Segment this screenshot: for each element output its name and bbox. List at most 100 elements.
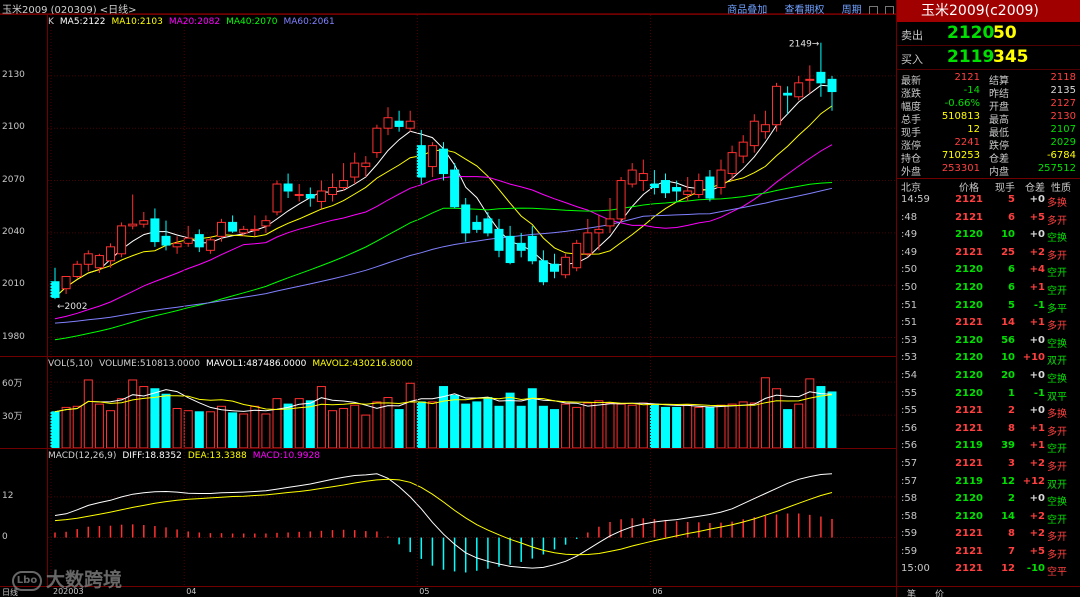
time-axis-label: 05 bbox=[419, 587, 430, 596]
candle-body bbox=[106, 246, 115, 262]
macd-tick-label: 0 bbox=[2, 531, 8, 542]
volume-bar bbox=[106, 410, 115, 449]
ma-legend-item: MA5:2122 bbox=[59, 17, 106, 27]
period-link[interactable]: 周期 bbox=[841, 5, 862, 16]
tick-nature: 双开 bbox=[1047, 356, 1067, 368]
tick-time: :57 bbox=[901, 457, 918, 469]
tick-list[interactable]: 14:59 2121 5 +0 多换:48 2121 6 +5 多开:49 2120 10 +0 空换:… bbox=[897, 192, 1080, 579]
tick-oi-change: +2 bbox=[1029, 246, 1045, 258]
tick-time: 14:59 bbox=[901, 194, 930, 205]
volume-bar bbox=[339, 408, 349, 449]
candlestick-chart[interactable]: 2149→ ←2002 bbox=[0, 15, 896, 357]
volume-bar bbox=[561, 403, 571, 449]
tick-row[interactable]: :56 2121 8 +1 多开 bbox=[897, 421, 1080, 439]
tick-volume: 12 bbox=[1001, 563, 1015, 575]
overlay-commodity-link[interactable]: 商品叠加 bbox=[727, 5, 768, 16]
candle-body bbox=[472, 221, 482, 230]
tick-row[interactable]: :50 2120 6 +4 空开 bbox=[897, 262, 1080, 280]
tick-row[interactable]: 14:59 2121 5 +0 多换 bbox=[897, 192, 1080, 210]
vol-legend-item: VOL(5,10) bbox=[48, 359, 94, 369]
candle-body bbox=[461, 204, 471, 234]
tick-volume: 10 bbox=[1001, 229, 1015, 241]
tick-row[interactable]: :51 2120 5 -1 多平 bbox=[897, 298, 1080, 316]
col-price: 价格 bbox=[959, 183, 979, 194]
tick-nature: 空换 bbox=[1047, 373, 1067, 385]
tick-row[interactable]: :49 2121 25 +2 多开 bbox=[897, 245, 1080, 263]
tick-row[interactable]: :59 2121 7 +5 多开 bbox=[897, 544, 1080, 562]
tick-nature: 空开 bbox=[1047, 444, 1067, 456]
volume-bar bbox=[527, 388, 537, 449]
candle-body bbox=[228, 221, 238, 232]
tick-row[interactable]: :50 2120 6 +1 空开 bbox=[897, 280, 1080, 298]
tick-row[interactable]: :58 2120 2 +0 空换 bbox=[897, 491, 1080, 509]
tick-row[interactable]: :55 2121 2 +0 多换 bbox=[897, 403, 1080, 421]
tick-volume: 1 bbox=[1008, 387, 1015, 399]
tick-nature: 多开 bbox=[1047, 426, 1067, 438]
tick-table-header: 北京 价格 现手 仓差 性质 bbox=[897, 179, 1080, 194]
ma-legend-item: MA10:2103 bbox=[111, 17, 163, 27]
tick-row[interactable]: :57 2121 3 +2 多开 bbox=[897, 456, 1080, 474]
tick-row[interactable]: :53 2120 56 +0 空换 bbox=[897, 333, 1080, 351]
candle-body bbox=[716, 169, 726, 189]
tick-time: :59 bbox=[901, 528, 918, 540]
tab-prices[interactable]: 价 bbox=[935, 590, 945, 597]
volume-bar bbox=[294, 398, 304, 449]
volume-pane[interactable]: VOL(5,10) VOLUME:510813.0000 MAVOL1:487486… bbox=[0, 356, 896, 449]
tick-price: 2120 bbox=[955, 352, 983, 364]
volume-bar bbox=[805, 378, 815, 449]
volume-bar bbox=[494, 405, 504, 449]
volume-bar bbox=[627, 404, 637, 449]
tick-row[interactable]: :59 2121 8 +2 多开 bbox=[897, 526, 1080, 544]
volume-bar bbox=[228, 412, 238, 449]
tick-oi-change: +0 bbox=[1029, 194, 1045, 205]
quote-value: 2135 bbox=[1050, 85, 1076, 96]
view-options-link[interactable]: 查看期权 bbox=[784, 5, 825, 16]
tick-row[interactable]: :49 2120 10 +0 空换 bbox=[897, 227, 1080, 245]
ma-legend-item: MA40:2070 bbox=[226, 17, 278, 27]
tick-time: :49 bbox=[901, 229, 918, 241]
candle-body bbox=[161, 235, 171, 246]
quote-label: 现手 bbox=[901, 128, 921, 139]
tick-row[interactable]: :48 2121 6 +5 多开 bbox=[897, 210, 1080, 228]
volume-bar bbox=[439, 386, 448, 449]
candle-body bbox=[527, 235, 537, 262]
tick-row[interactable]: :54 2120 20 +0 空换 bbox=[897, 368, 1080, 386]
tick-nature: 双平 bbox=[1047, 391, 1067, 403]
macd-pane[interactable]: MACD(12,26,9) DIFF:18.8352 DEA:13.3388 MACD… bbox=[0, 448, 896, 587]
tick-price: 2121 bbox=[955, 194, 983, 205]
tick-time: :51 bbox=[901, 317, 918, 329]
candlestick-pane[interactable]: K MA5:2122 MA10:2103 MA20:2082 MA40:2070 MA60… bbox=[0, 14, 896, 357]
tick-row[interactable]: :55 2120 1 -1 双平 bbox=[897, 386, 1080, 404]
tick-oi-change: +0 bbox=[1029, 334, 1045, 346]
candle-body bbox=[194, 234, 204, 248]
tick-row[interactable]: 15:00 2121 12 -10 空平 bbox=[897, 561, 1080, 579]
tick-row[interactable]: :58 2120 14 +2 空开 bbox=[897, 509, 1080, 527]
quote-label: 仓差 bbox=[989, 154, 1009, 165]
quote-label: 结算 bbox=[989, 76, 1009, 87]
volume-chart[interactable] bbox=[0, 357, 896, 449]
volume-bar bbox=[305, 400, 315, 449]
price-tick-label: 2100 bbox=[2, 122, 25, 133]
tick-row[interactable]: :57 2119 12 +12 双开 bbox=[897, 474, 1080, 492]
tick-row[interactable]: :53 2120 10 +10 双开 bbox=[897, 350, 1080, 368]
candle-body bbox=[705, 176, 715, 199]
quote-row: 现手 12 最低 2107 bbox=[897, 124, 1080, 139]
macd-chart[interactable] bbox=[0, 449, 896, 587]
tab-trades[interactable]: 笔 bbox=[907, 590, 917, 597]
tick-row[interactable]: :51 2121 14 +1 多开 bbox=[897, 315, 1080, 333]
bid-volume: 345 bbox=[993, 47, 1029, 67]
candle-body bbox=[494, 228, 504, 251]
price-tick-label: 2010 bbox=[2, 279, 25, 290]
volume-bar bbox=[783, 409, 793, 449]
quote-label: 内盘 bbox=[989, 167, 1009, 178]
tick-time: :49 bbox=[901, 246, 918, 258]
volume-bar bbox=[283, 403, 293, 449]
price-tick-label: 1980 bbox=[2, 331, 25, 342]
candle-body bbox=[439, 148, 448, 175]
period-label[interactable]: 日线 bbox=[2, 588, 18, 597]
tick-row[interactable]: :56 2119 39 +1 空开 bbox=[897, 438, 1080, 456]
tick-price: 2121 bbox=[955, 563, 983, 575]
tick-price: 2121 bbox=[955, 422, 983, 434]
candle-body bbox=[827, 78, 837, 93]
candle-body bbox=[139, 220, 149, 225]
